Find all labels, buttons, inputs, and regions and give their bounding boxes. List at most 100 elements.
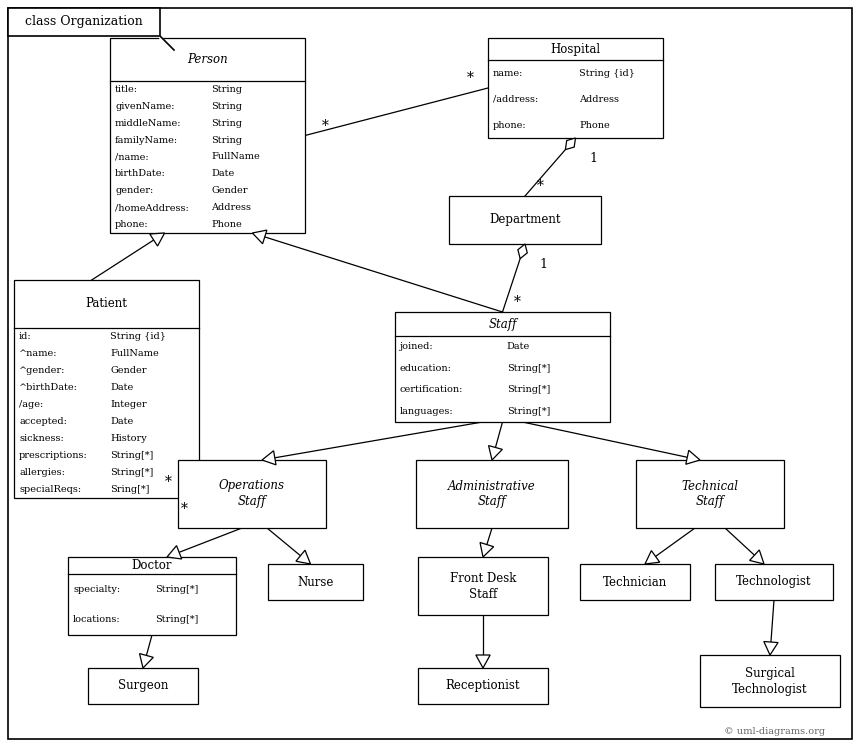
Bar [110, 38, 305, 233]
Text: *: * [514, 295, 521, 309]
Text: languages:: languages: [400, 407, 453, 416]
Bar [700, 655, 840, 707]
Text: Address: Address [579, 95, 619, 104]
Text: History: History [110, 434, 147, 443]
Bar [580, 564, 690, 600]
Text: String[*]: String[*] [507, 364, 550, 373]
Text: String[*]: String[*] [156, 616, 199, 624]
Text: String {id}: String {id} [110, 332, 166, 341]
Polygon shape [750, 550, 764, 564]
Polygon shape [518, 244, 527, 258]
Polygon shape [262, 450, 276, 465]
Text: Front Desk
Staff: Front Desk Staff [450, 571, 516, 601]
Text: familyName:: familyName: [115, 135, 178, 145]
Text: class Organization: class Organization [25, 16, 143, 28]
Polygon shape [685, 450, 700, 465]
Text: *: * [322, 119, 329, 132]
Text: id:: id: [19, 332, 32, 341]
Polygon shape [476, 655, 490, 668]
Text: phone:: phone: [115, 220, 149, 229]
Bar [68, 557, 236, 635]
Text: Technical
Staff: Technical Staff [681, 480, 739, 509]
Text: certification:: certification: [400, 385, 464, 394]
Text: ^name:: ^name: [19, 349, 58, 358]
Text: Operations
Staff: Operations Staff [219, 480, 285, 509]
Text: Date: Date [110, 417, 133, 426]
Text: phone:: phone: [493, 120, 526, 129]
Text: locations:: locations: [73, 616, 120, 624]
Bar [8, 8, 160, 36]
Text: joined:: joined: [400, 342, 433, 351]
Polygon shape [150, 233, 164, 246]
Text: Date: Date [507, 342, 530, 351]
Text: Staff: Staff [488, 317, 517, 331]
Text: Gender: Gender [212, 186, 248, 195]
Text: String: String [212, 119, 243, 128]
Bar [14, 280, 199, 498]
Text: String: String [212, 85, 243, 94]
Text: © uml-diagrams.org: © uml-diagrams.org [724, 728, 826, 737]
Text: Date: Date [110, 383, 133, 392]
Text: Receptionist: Receptionist [445, 680, 520, 692]
Text: String[*]: String[*] [110, 451, 154, 460]
Bar [636, 460, 784, 528]
Text: /homeAddress:: /homeAddress: [115, 203, 188, 212]
Text: *: * [164, 475, 171, 489]
Polygon shape [645, 551, 660, 564]
Text: Phone: Phone [579, 120, 610, 129]
Text: allergies:: allergies: [19, 468, 64, 477]
Bar [715, 564, 833, 600]
Text: String: String [212, 102, 243, 111]
Bar [88, 668, 198, 704]
Text: Date: Date [212, 170, 235, 179]
Text: specialty:: specialty: [73, 585, 120, 594]
Text: Person: Person [187, 53, 228, 66]
Text: String: String [212, 135, 243, 145]
Text: String[*]: String[*] [110, 468, 154, 477]
Text: Surgeon: Surgeon [118, 680, 169, 692]
Text: FullName: FullName [212, 152, 260, 161]
Text: /name:: /name: [115, 152, 149, 161]
Text: gender:: gender: [115, 186, 153, 195]
Text: education:: education: [400, 364, 452, 373]
Polygon shape [488, 445, 502, 460]
Text: birthDate:: birthDate: [115, 170, 166, 179]
Polygon shape [565, 138, 575, 149]
Text: title:: title: [115, 85, 138, 94]
Text: 1: 1 [539, 258, 547, 270]
Text: accepted:: accepted: [19, 417, 67, 426]
Polygon shape [139, 654, 153, 668]
Text: specialReqs:: specialReqs: [19, 485, 81, 494]
Text: String {id}: String {id} [579, 69, 635, 78]
Text: Integer: Integer [110, 400, 147, 409]
Text: Technologist: Technologist [736, 575, 812, 589]
Text: *: * [181, 502, 187, 515]
Polygon shape [764, 642, 778, 655]
Text: Doctor: Doctor [132, 559, 172, 572]
Text: Administrative
Staff: Administrative Staff [448, 480, 536, 509]
Text: FullName: FullName [110, 349, 159, 358]
Text: Surgical
Technologist: Surgical Technologist [732, 666, 808, 695]
Bar [449, 196, 601, 244]
Bar [418, 557, 548, 615]
Bar [395, 312, 610, 422]
Text: Gender: Gender [110, 366, 147, 375]
Text: Phone: Phone [212, 220, 243, 229]
Text: ^gender:: ^gender: [19, 366, 65, 375]
Polygon shape [160, 36, 174, 50]
Text: ^birthDate:: ^birthDate: [19, 383, 78, 392]
Text: 1: 1 [589, 152, 598, 164]
Text: *: * [467, 71, 474, 85]
Bar [488, 38, 663, 138]
Polygon shape [480, 542, 494, 557]
Bar [178, 460, 326, 528]
Text: Patient: Patient [85, 297, 127, 311]
Polygon shape [167, 545, 181, 559]
Bar [418, 668, 548, 704]
Text: String[*]: String[*] [507, 385, 550, 394]
Text: String[*]: String[*] [507, 407, 550, 416]
Text: Nurse: Nurse [298, 575, 334, 589]
Text: Hospital: Hospital [550, 43, 600, 55]
Polygon shape [252, 230, 267, 244]
Text: sickness:: sickness: [19, 434, 64, 443]
